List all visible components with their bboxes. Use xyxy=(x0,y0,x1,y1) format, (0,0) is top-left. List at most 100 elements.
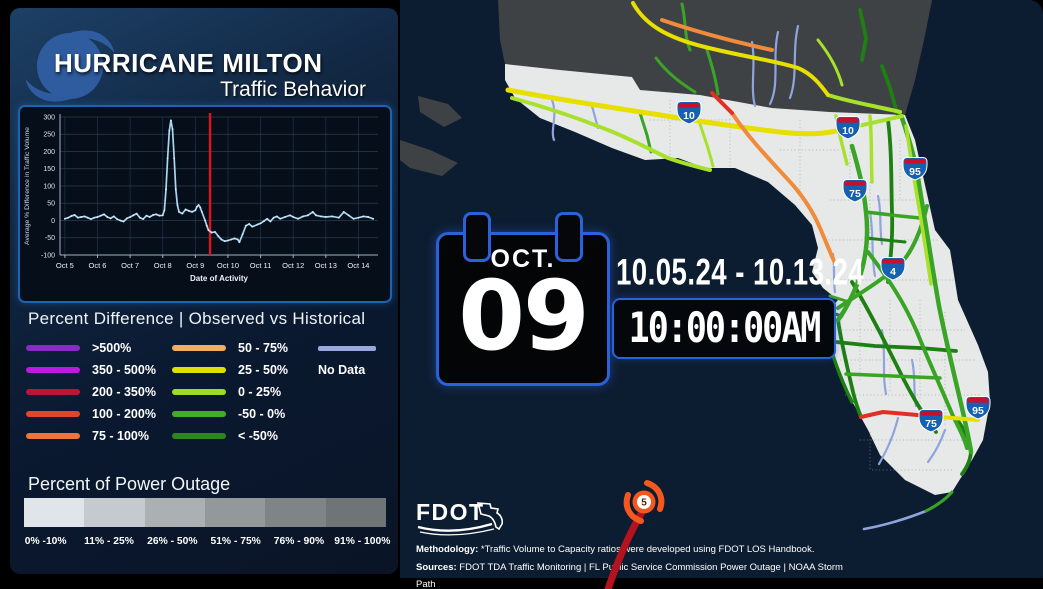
calendar-ring-right xyxy=(555,212,583,262)
svg-text:200: 200 xyxy=(43,149,55,156)
svg-text:95: 95 xyxy=(972,405,984,417)
svg-text:Oct 7: Oct 7 xyxy=(121,261,139,270)
outage-segment xyxy=(325,498,386,527)
power-outage-legend-title: Percent of Power Outage xyxy=(28,474,231,494)
traffic-behavior-panel: HURRICANE MILTON Traffic Behavior 300 250… xyxy=(10,8,398,574)
legend-item: -50 - 0% xyxy=(172,404,285,424)
svg-text:Oct 14: Oct 14 xyxy=(347,261,369,270)
interstate-shield-75: 75 xyxy=(842,179,868,203)
percent-difference-legend: >500% 350 - 500% 200 - 350% 100 - 200% 75 - … xyxy=(10,338,398,458)
fdot-logo: FDOT xyxy=(416,499,512,539)
power-outage-colorbar xyxy=(24,498,386,527)
fdot-logo-graphics xyxy=(417,502,504,536)
legend-label: 350 - 500% xyxy=(92,363,156,377)
svg-text:Oct 12: Oct 12 xyxy=(282,261,304,270)
legend-swatch xyxy=(172,367,226,373)
legend-item: 350 - 500% xyxy=(26,360,156,380)
outage-segment xyxy=(24,498,85,527)
svg-text:75: 75 xyxy=(925,418,937,430)
interstate-shield-75: 75 xyxy=(918,409,944,433)
date-range: 10.05.24 - 10.13.24 xyxy=(616,252,865,294)
no-data-label: No Data xyxy=(318,363,366,377)
legend-item: 25 - 50% xyxy=(172,360,288,380)
interstate-shield-10: 10 xyxy=(835,116,861,140)
svg-text:Oct 8: Oct 8 xyxy=(154,261,172,270)
page-title: HURRICANE MILTON xyxy=(54,48,323,78)
clock-display: 10:00:00AM xyxy=(612,298,836,359)
power-outage-labels: 0% -10% 11% - 25% 26% - 50% 51% - 75% 76% - … xyxy=(14,536,394,547)
legend-label: < -50% xyxy=(238,429,278,443)
svg-text:100: 100 xyxy=(43,183,55,190)
legend-label: 100 - 200% xyxy=(92,407,156,421)
no-data-swatch xyxy=(318,346,376,351)
svg-text:Oct 9: Oct 9 xyxy=(186,261,204,270)
legend-item: < -50% xyxy=(172,426,278,446)
svg-text:75: 75 xyxy=(849,188,861,200)
sources-line: Sources: FDOT TDA Traffic Monitoring | F… xyxy=(416,559,856,589)
legend-swatch xyxy=(26,411,80,417)
calendar-day: 09 xyxy=(458,260,590,372)
traffic-series-line xyxy=(64,119,374,244)
no-data-legend-item: No Data xyxy=(318,346,388,377)
svg-text:4: 4 xyxy=(890,266,896,278)
legend-swatch xyxy=(26,367,80,373)
legend-label: -50 - 0% xyxy=(238,407,286,421)
outage-segment xyxy=(265,498,326,527)
legend-label: 200 - 350% xyxy=(92,385,156,399)
svg-text:0: 0 xyxy=(51,218,55,225)
legend-item: >500% xyxy=(26,338,131,358)
svg-text:Oct 11: Oct 11 xyxy=(250,261,272,270)
hurricane-icon xyxy=(25,30,115,102)
svg-text:-50: -50 xyxy=(45,235,55,242)
outage-segment xyxy=(204,498,266,527)
outage-bin-label: 76% - 90% xyxy=(273,536,325,547)
clock-time: 10:00:00AM xyxy=(628,304,822,353)
svg-text:Oct 5: Oct 5 xyxy=(56,261,74,270)
legend-swatch xyxy=(172,411,226,417)
svg-text:Oct 13: Oct 13 xyxy=(315,261,337,270)
outage-bin-label: 91% - 100% xyxy=(334,536,391,547)
legend-item: 100 - 200% xyxy=(26,404,156,424)
calendar-ring-left xyxy=(463,212,491,262)
interstate-shield-4: 4 xyxy=(880,257,906,281)
legend-label: 50 - 75% xyxy=(238,341,289,355)
svg-text:-100: -100 xyxy=(41,252,55,259)
svg-text:300: 300 xyxy=(43,114,55,121)
percent-difference-legend-title: Percent Difference | Observed vs Histori… xyxy=(28,309,366,328)
svg-text:250: 250 xyxy=(43,132,55,139)
florida-outline-icon xyxy=(476,502,504,531)
svg-text:Oct 6: Oct 6 xyxy=(89,261,107,270)
outage-bin-label: 0% -10% xyxy=(24,536,67,547)
fdot-logo-text: FDOT xyxy=(416,499,485,525)
calendar-widget: OCT. 09 xyxy=(436,212,610,386)
legend-item: 50 - 75% xyxy=(172,338,288,358)
interstate-shield-95: 95 xyxy=(965,396,991,420)
svg-text:95: 95 xyxy=(909,166,921,178)
svg-text:10: 10 xyxy=(842,125,854,137)
outage-bin-label: 26% - 50% xyxy=(147,536,198,547)
legend-swatch xyxy=(26,389,80,395)
methodology-label: Methodology: xyxy=(416,544,479,555)
traffic-volume-chart: 300 250 200 150 100 50 0 -50 -100 Oct 5 Oct 6 Oct 7… xyxy=(18,105,392,303)
legend-swatch xyxy=(172,433,226,439)
page-subtitle: Traffic Behavior xyxy=(220,78,366,101)
interstate-shield-10: 10 xyxy=(676,101,702,125)
legend-swatch xyxy=(172,345,226,351)
svg-text:50: 50 xyxy=(47,201,55,208)
legend-swatch xyxy=(26,433,80,439)
interstate-shield-95: 95 xyxy=(902,157,928,181)
outage-bin-label: 11% - 25% xyxy=(84,536,134,547)
mobile-bay-patch xyxy=(418,96,462,127)
outage-segment xyxy=(144,498,205,527)
legend-swatch xyxy=(172,389,226,395)
legend-label: 25 - 50% xyxy=(238,363,289,377)
sources-label: Sources: xyxy=(416,561,457,573)
legend-item: 0 - 25% xyxy=(172,382,281,402)
methodology-line: Methodology: *Traffic Volume to Capacity… xyxy=(416,541,856,559)
svg-text:10: 10 xyxy=(683,110,695,122)
footnotes: Methodology: *Traffic Volume to Capacity… xyxy=(416,541,856,589)
outage-segment xyxy=(84,498,145,527)
methodology-text: *Traffic Volume to Capacity ratios were … xyxy=(480,544,815,555)
